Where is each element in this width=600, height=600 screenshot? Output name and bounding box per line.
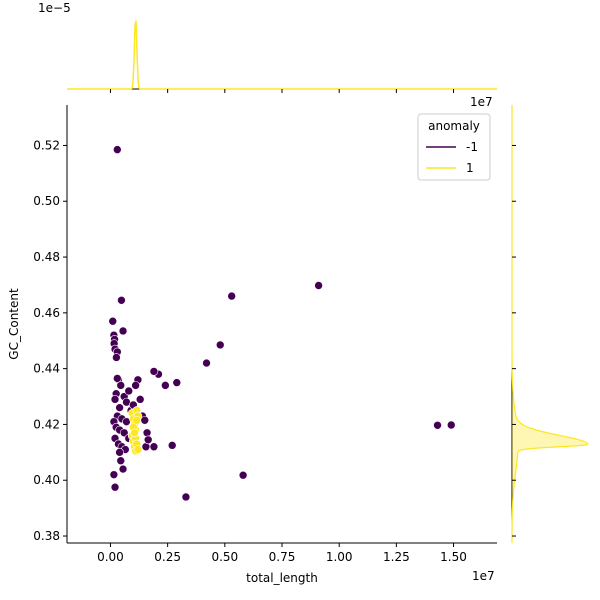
point-anomaly-neg1 [113,145,122,154]
point-anomaly-neg1 [143,435,153,445]
point-anomaly-neg1 [115,448,124,457]
top-marginal-plot [67,20,497,93]
point-anomaly-neg1 [149,367,159,376]
point-anomaly-neg1 [142,428,152,438]
x-axis-offset-text: 1e7 [472,569,495,583]
point-anomaly-neg1 [314,281,323,290]
point-anomaly-neg1 [116,381,126,390]
main-axes: 0.00 0.25 0.50 0.75 1.00 1.25 1.50 0.38 0.40 0.4… [7,105,497,585]
y-axis-ticks: 0.38 0.40 0.42 0.44 0.46 0.48 0.50 0.52 [33,138,67,543]
top-marginal-kde [67,20,497,90]
x-axis-label: total_length [246,571,318,585]
point-anomaly-neg1 [181,492,191,502]
point-anomaly-neg1 [124,386,134,396]
y-axis-label: GC_Content [7,288,21,360]
point-anomaly-neg1 [113,374,122,383]
point-anomaly-neg1 [161,381,170,390]
legend-label-neg1: -1 [466,140,478,154]
point-anomaly-neg1 [172,378,182,387]
point-anomaly-neg1 [238,470,248,480]
point-anomaly-neg1 [108,316,118,326]
x-tick-label: 0.75 [269,550,296,564]
scatter-points [108,145,456,502]
point-anomaly-neg1 [110,482,120,492]
right-marginal-kde [511,105,589,543]
point-anomaly-neg1 [112,353,121,362]
top-marginal-ticks [109,89,455,93]
point-anomaly-neg1 [118,464,128,474]
point-anomaly-neg1 [215,340,225,350]
point-anomaly-neg1 [116,456,126,466]
top-marginal-offset-text: 1e−5 [38,1,71,15]
point-anomaly-1 [133,445,143,454]
x-tick-label: 0.50 [211,550,238,564]
y-tick-label: 0.50 [33,194,60,208]
y-tick-label: 0.48 [33,250,60,264]
point-anomaly-neg1 [167,441,177,450]
x-tick-label: 1.00 [326,550,353,564]
y-tick-label: 0.40 [33,473,60,487]
x-tick-label: 1.25 [383,550,410,564]
point-anomaly-neg1 [119,428,129,438]
y-tick-label: 0.42 [33,417,60,431]
point-anomaly-neg1 [149,442,159,452]
legend-title: anomaly [428,119,480,133]
point-anomaly-neg1 [131,381,140,390]
y-tick-label: 0.46 [33,306,60,320]
y-tick-label: 0.52 [33,138,60,152]
point-anomaly-neg1 [433,420,442,430]
y-tick-label: 0.38 [33,529,60,543]
x-tick-label: 0.25 [154,550,181,564]
point-anomaly-neg1 [115,403,124,412]
point-anomaly-neg1 [135,395,145,404]
x-tick-label: 1.50 [440,550,467,564]
point-anomaly-neg1 [118,326,128,336]
point-anomaly-1 [130,428,139,438]
right-marginal-kde-fill [512,105,588,543]
point-anomaly-neg1 [446,420,456,430]
y-tick-label: 0.44 [33,362,60,376]
point-anomaly-neg1 [227,291,236,301]
point-anomaly-1 [132,415,142,425]
legend-label-1: 1 [466,161,474,175]
right-marginal-offset-text: 1e7 [470,95,493,109]
point-anomaly-neg1 [117,295,126,305]
right-marginal-plot: 1e7 [470,95,589,543]
x-axis-ticks: 0.00 0.25 0.50 0.75 1.00 1.25 1.50 [97,543,467,564]
right-marginal-ticks [512,144,516,537]
point-anomaly-neg1 [109,470,119,479]
x-tick-label: 0.00 [97,550,124,564]
legend: anomaly -1 1 [417,113,491,181]
point-anomaly-neg1 [110,395,120,404]
point-anomaly-neg1 [202,358,211,368]
